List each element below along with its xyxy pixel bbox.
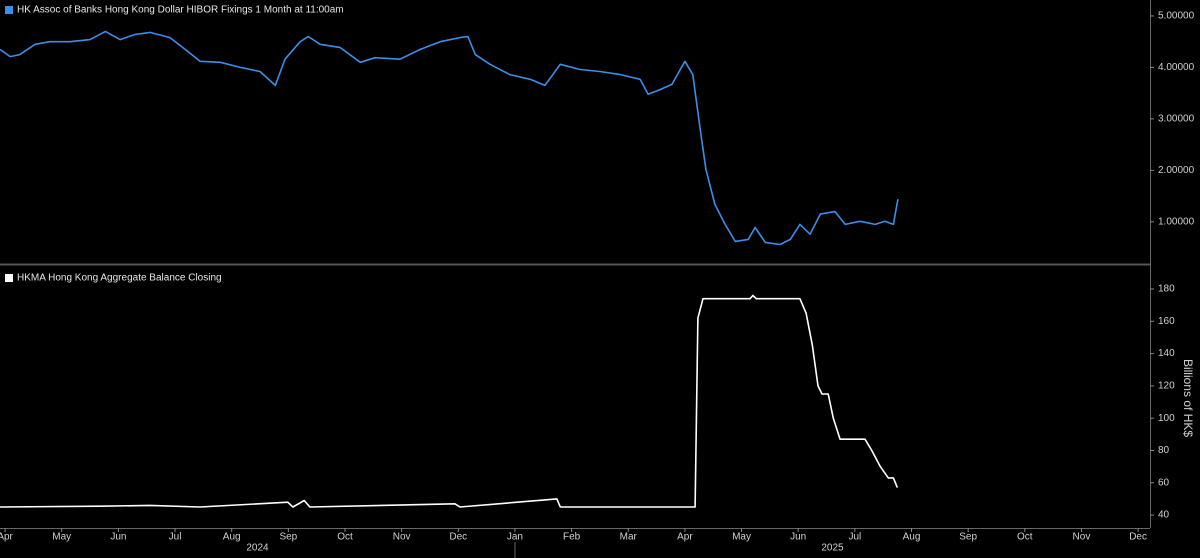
- y-tick-label: 40: [1158, 510, 1170, 521]
- x-tick-label: Sep: [279, 532, 297, 543]
- x-tick-label: Dec: [449, 532, 467, 543]
- x-tick-label: May: [52, 532, 71, 543]
- y-tick-label: 5.00000: [1158, 11, 1195, 22]
- y-tick-label: 140: [1158, 348, 1175, 359]
- x-tick-label: Nov: [393, 532, 411, 543]
- x-tick-label: Aug: [223, 532, 241, 543]
- x-tick-label: Nov: [1073, 532, 1091, 543]
- y-tick-label: 60: [1158, 477, 1170, 488]
- year-label: 2025: [821, 543, 844, 554]
- year-label: 2024: [246, 543, 269, 554]
- y-tick-label: 4.00000: [1158, 62, 1195, 73]
- x-tick-label: Mar: [620, 532, 638, 543]
- y-tick-label: 80: [1158, 445, 1170, 456]
- x-tick-label: Oct: [1017, 532, 1033, 543]
- y-tick-label: 180: [1158, 284, 1175, 295]
- legend-label: HKMA Hong Kong Aggregate Balance Closing: [17, 273, 222, 284]
- y-tick-label: 100: [1158, 413, 1175, 424]
- x-tick-label: Jul: [848, 532, 861, 543]
- x-tick-label: Sep: [959, 532, 977, 543]
- y-tick-label: 160: [1158, 316, 1175, 327]
- x-tick-label: Apr: [0, 532, 14, 543]
- legend-swatch: [5, 6, 13, 14]
- y-tick-label: 120: [1158, 381, 1175, 392]
- x-tick-label: Jun: [790, 532, 806, 543]
- x-tick-label: Aug: [903, 532, 921, 543]
- y-tick-label: 3.00000: [1158, 114, 1195, 125]
- legend-swatch: [5, 274, 13, 282]
- x-tick-label: Jul: [169, 532, 182, 543]
- x-tick-label: Apr: [677, 532, 693, 543]
- legend-label: HK Assoc of Banks Hong Kong Dollar HIBOR…: [17, 5, 344, 16]
- data-line: [0, 294, 899, 508]
- y-tick-label: 2.00000: [1158, 165, 1195, 176]
- x-tick-label: May: [732, 532, 751, 543]
- data-line: [0, 30, 899, 246]
- x-tick-label: Dec: [1129, 532, 1147, 543]
- y-tick-label: 1.00000: [1158, 216, 1195, 227]
- x-tick-label: Oct: [337, 532, 353, 543]
- x-tick-label: Jun: [110, 532, 126, 543]
- x-tick-label: Feb: [563, 532, 581, 543]
- y-axis-label: Billions of HK$: [1181, 359, 1195, 437]
- x-tick-label: Jan: [507, 532, 523, 543]
